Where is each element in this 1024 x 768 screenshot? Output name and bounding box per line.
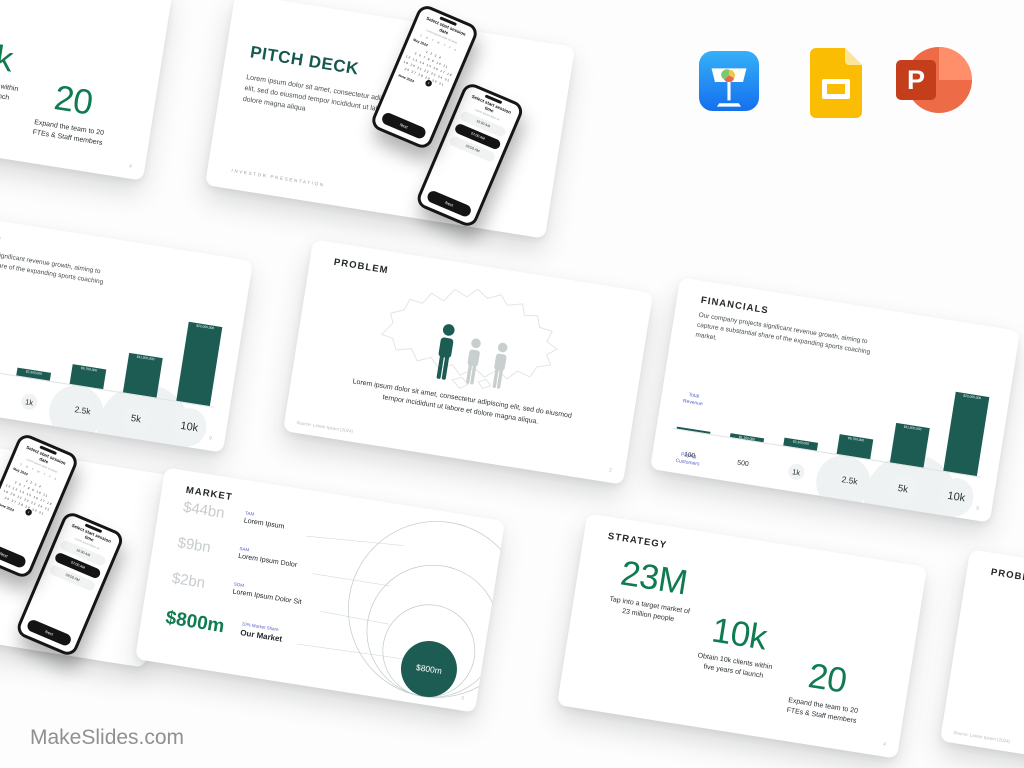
- slide-title: PROBLEM: [990, 566, 1024, 587]
- x-tick-5k: 5k: [116, 395, 156, 442]
- google-slides-icon[interactable]: [810, 48, 862, 123]
- person-icon: [465, 338, 481, 385]
- bubble-label: $800m: [415, 662, 442, 676]
- slide-title: PITCH DECK: [248, 42, 361, 79]
- source-note: Source: Lorem Ipsum (2024): [953, 729, 1011, 744]
- person-icon: [492, 342, 508, 389]
- our-market-bubble: [400, 641, 457, 698]
- slide-strategy: STRATEGY 23M Tap into a target market of…: [556, 513, 928, 759]
- slide-surface: STRATEGY 23M Tap into a target market of…: [0, 0, 173, 181]
- page-number: 9: [975, 505, 980, 512]
- slide-problem-partial: PROBLEM Source: Lorem Ipsum (2024): [939, 549, 1024, 768]
- x-tick-2.5k: 2.5k: [63, 387, 103, 434]
- region-map-outline: [1009, 576, 1024, 722]
- bar-10k: $23,000,000: [943, 391, 990, 477]
- next-button: Next: [0, 540, 28, 570]
- slide-financials-partial: FINANCIALS Our company projects signific…: [0, 207, 254, 453]
- bar-value-label: $11,500,000: [903, 425, 922, 432]
- slide-surface: STRATEGY 23M Tap into a target market of…: [557, 513, 927, 758]
- x-tick-10k: 10k: [169, 404, 210, 451]
- powerpoint-letter: P: [907, 65, 925, 95]
- bar-value-label: $5,750,000: [847, 436, 865, 443]
- x-tick-5k: 5k: [883, 465, 923, 512]
- slide-body-text: Our company projects significant revenue…: [0, 242, 104, 286]
- slide-footer: INVESTOR PRESENTATION: [231, 167, 325, 188]
- powerpoint-icon[interactable]: P: [894, 42, 974, 125]
- slide-strategy-partial: STRATEGY 23M Tap into a target market of…: [0, 0, 174, 181]
- bar-value-label: $11,500,000: [136, 355, 155, 362]
- keynote-icon[interactable]: [698, 50, 760, 117]
- x-tick-1k: 1k: [9, 378, 49, 425]
- slide-problem: PROBLEM Lorem ipsum dolor sit amet, con: [282, 239, 654, 485]
- slide-financials: FINANCIALS Our company projects signific…: [649, 277, 1021, 523]
- bar-value-label: $2,300,000: [792, 439, 810, 446]
- slide-market: $800m MARKET $44bn TAM Lorem Ipsum $9bn …: [134, 467, 506, 713]
- bar-value-label: $23,000,000: [962, 394, 982, 401]
- slide-title: STRATEGY: [607, 530, 668, 552]
- region-map-outline: [380, 288, 558, 390]
- slide-surface: PROBLEM Source: Lorem Ipsum (2024): [940, 549, 1024, 768]
- slide-surface: PROBLEM Lorem ipsum dolor sit amet, con: [283, 239, 653, 484]
- x-tick-500: 500: [736, 459, 750, 468]
- slide-pitch-deck: PITCH DECK Lorem ipsum dolor sit amet, c…: [204, 0, 576, 239]
- slide-surface: FINANCIALS Our company projects signific…: [650, 277, 1020, 523]
- bar-value-label: $23,000,000: [195, 324, 215, 331]
- slide-title: FINANCIALS: [0, 224, 3, 247]
- x-tick-2.5k: 2.5k: [830, 457, 870, 504]
- bar-value-label: $2,300,000: [25, 369, 43, 376]
- page-number: 4: [128, 163, 133, 170]
- watermark-makeslides: MakeSlides.com: [30, 726, 185, 749]
- strategy-metric-team: 20 Expand the team to 20 FTEs & Staff me…: [762, 650, 888, 731]
- source-note: Source: Lorem Ipsum (2024): [296, 419, 354, 434]
- bar-value-label: $5,750,000: [80, 366, 98, 373]
- slide-surface: FINANCIALS Our company projects signific…: [0, 207, 253, 453]
- page-number: 4: [882, 741, 887, 748]
- slide-surface: $800m MARKET $44bn TAM Lorem Ipsum $9bn …: [135, 467, 506, 712]
- bar-5k: $11,500,000: [122, 352, 163, 398]
- x-tick-10k: 10k: [936, 474, 977, 521]
- person-icon-highlighted: [436, 324, 455, 380]
- bar-10k: $23,000,000: [176, 321, 223, 407]
- bar-5k: $11,500,000: [889, 422, 930, 468]
- page-number: 9: [208, 435, 213, 442]
- x-tick-1k: 1k: [776, 448, 816, 495]
- page-number: 2: [608, 467, 613, 474]
- strategy-metric-team: 20 Expand the team to 20 FTEs & Staff me…: [8, 72, 134, 153]
